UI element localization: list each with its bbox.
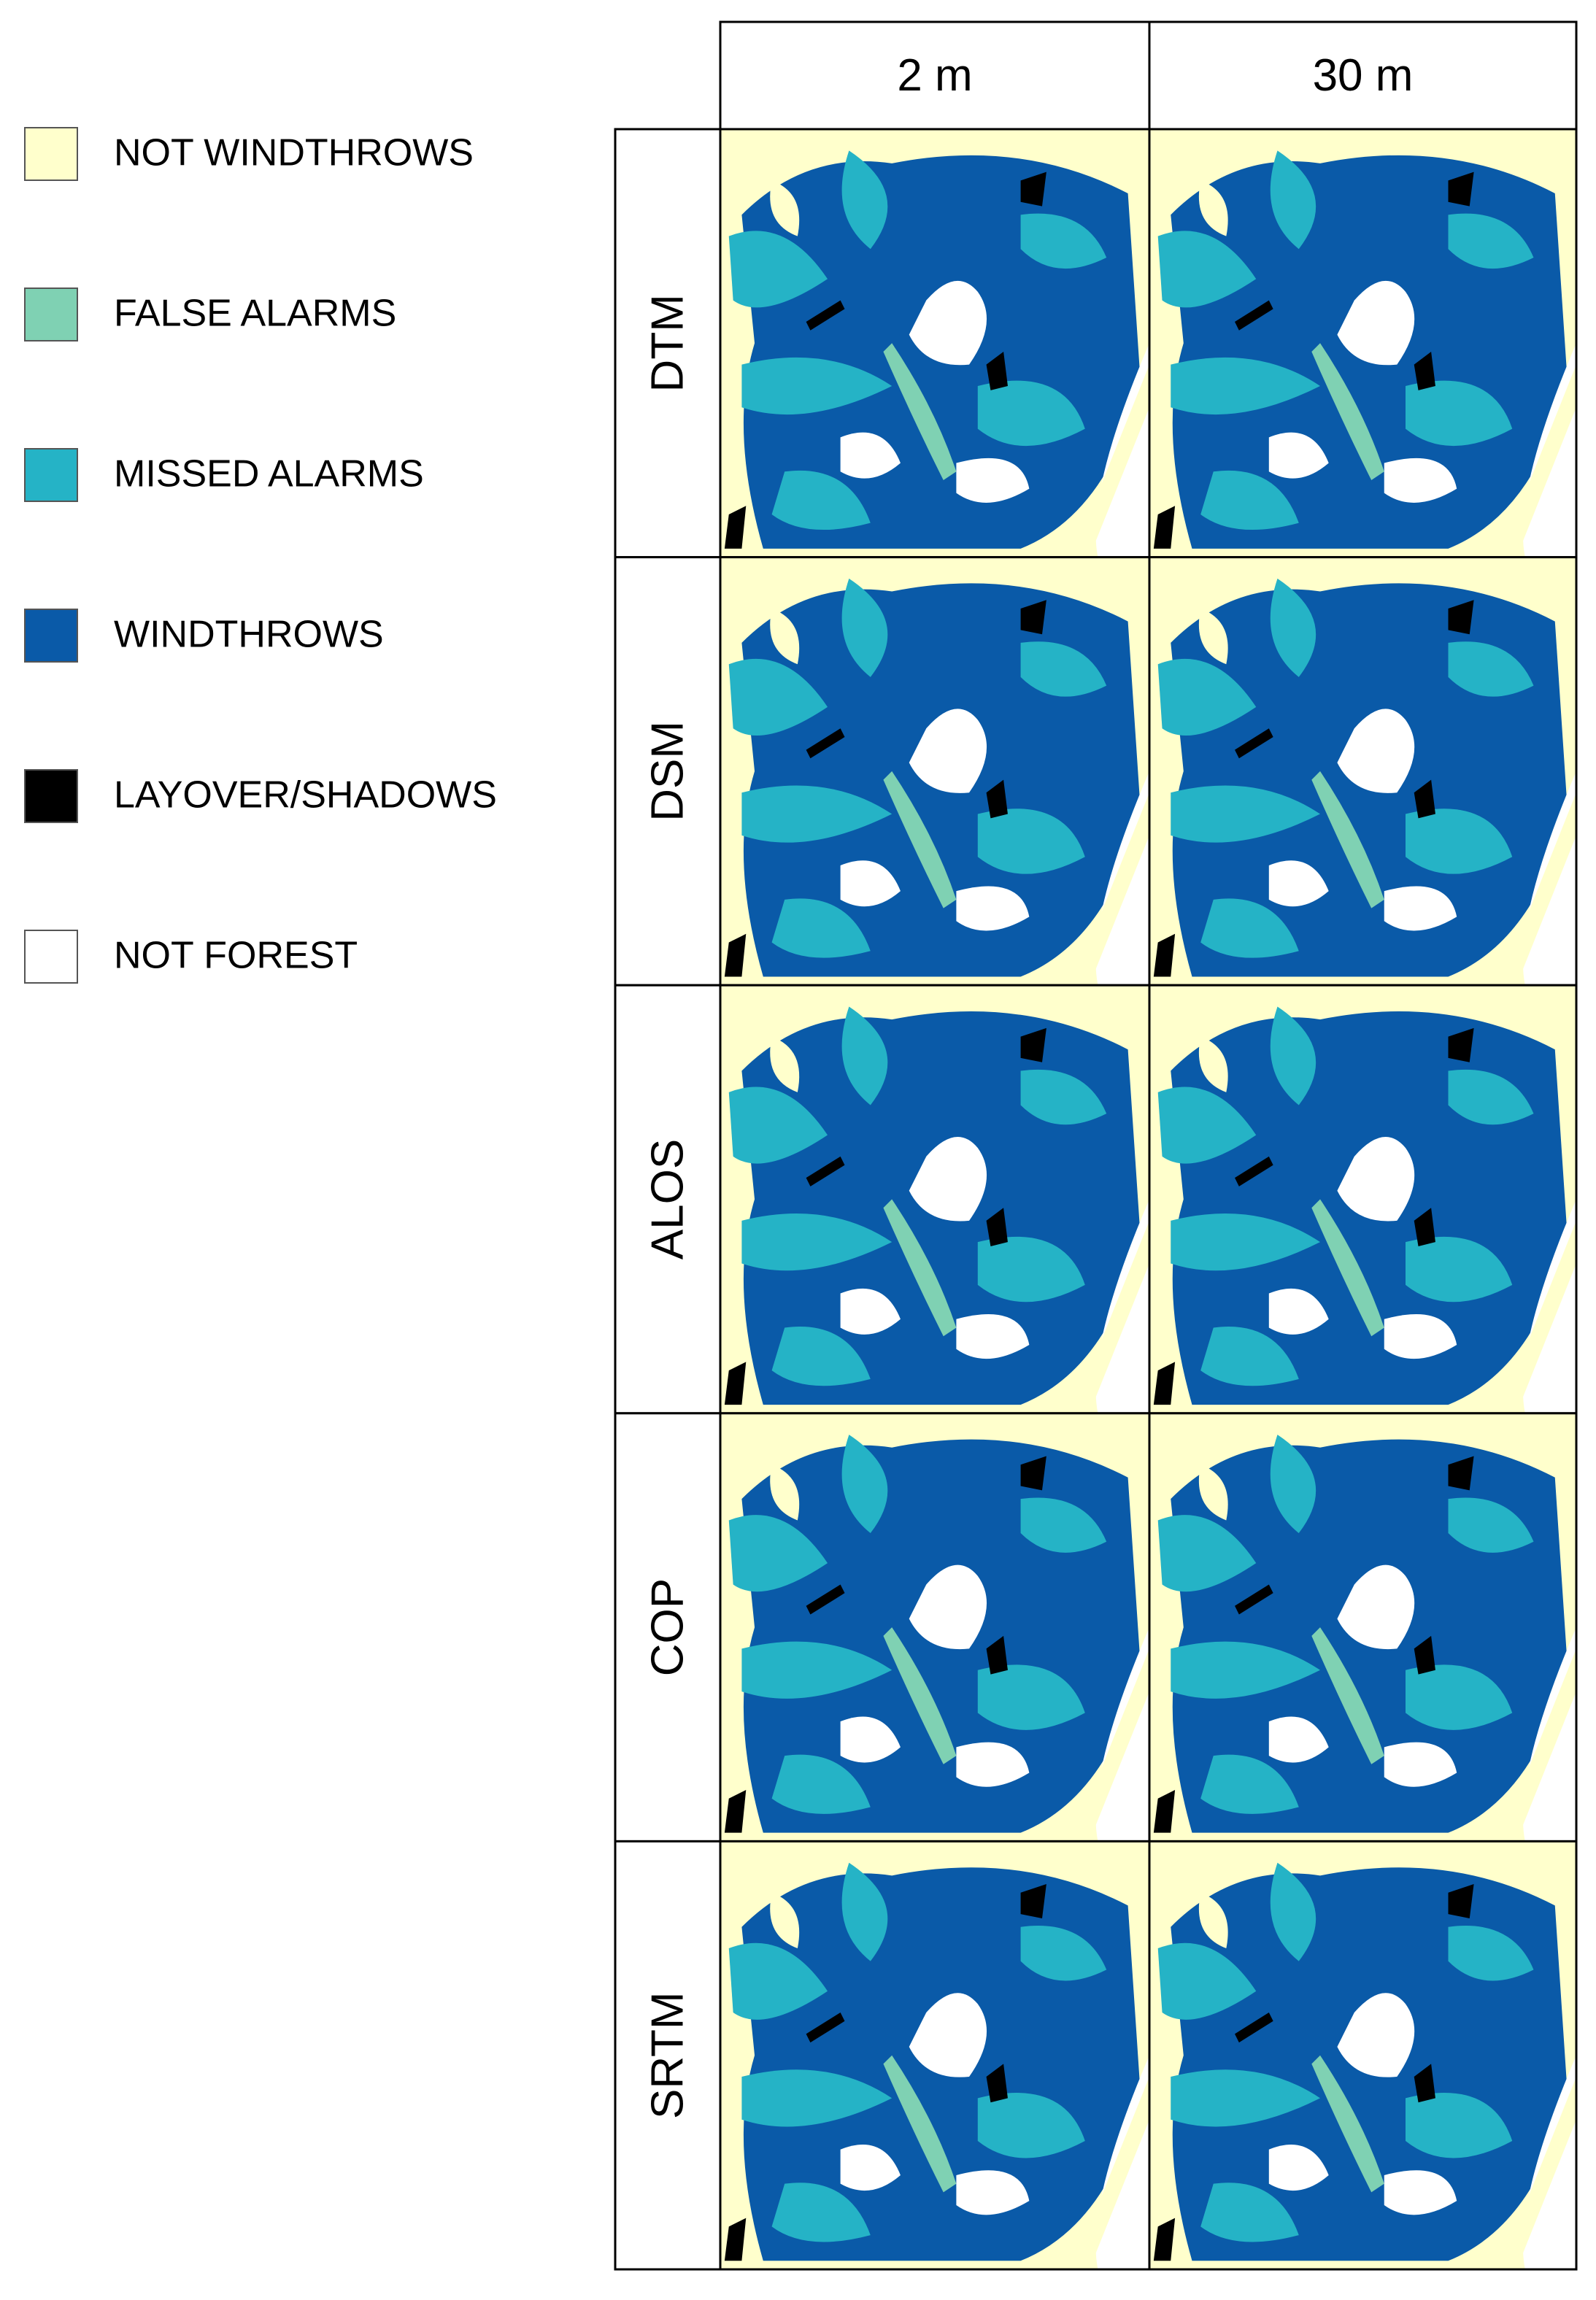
map-panel: [1149, 129, 1576, 557]
column-header-cell: [1148, 20, 1578, 131]
map-panel: [720, 1413, 1149, 1842]
row-header-cell: [614, 1412, 722, 1842]
row-header: SRTM: [642, 1991, 693, 2119]
map-panel: [720, 1841, 1149, 2269]
row-header-cell: [614, 984, 722, 1415]
legend-swatch: [24, 930, 78, 984]
legend-label: LAYOVER/SHADOWS: [114, 774, 497, 817]
map-panel: [720, 129, 1149, 557]
column-header-cell: [719, 20, 1151, 131]
row-header: DTM: [642, 294, 693, 392]
legend-label: NOT WINDTHROWS: [114, 132, 474, 174]
row-header: COP: [642, 1578, 693, 1676]
legend-swatch: [24, 609, 78, 663]
legend-swatch: [24, 288, 78, 341]
legend-label: NOT FOREST: [114, 935, 358, 977]
column-header: 30 m: [1313, 50, 1414, 101]
column-header: 2 m: [897, 50, 972, 101]
legend-label: MISSED ALARMS: [114, 453, 424, 495]
panel-border: [1148, 1840, 1578, 2271]
map-panel: [1149, 1841, 1576, 2269]
row-header-cell: [614, 556, 722, 987]
map-panel: [1149, 1413, 1576, 1842]
row-header-cell: [614, 1840, 722, 2271]
row-header: DSM: [642, 721, 693, 822]
map-panel: [720, 557, 1149, 986]
legend-swatch: [24, 127, 78, 181]
map-panel: [1149, 985, 1576, 1413]
legend-label: WINDTHROWS: [114, 614, 384, 656]
legend-label: FALSE ALARMS: [114, 293, 396, 335]
row-header: ALOS: [642, 1139, 693, 1259]
map-panel: [720, 985, 1149, 1413]
legend-swatch: [24, 448, 78, 502]
legend-swatch: [24, 769, 78, 823]
row-header-cell: [614, 128, 722, 559]
map-panel: [1149, 557, 1576, 986]
